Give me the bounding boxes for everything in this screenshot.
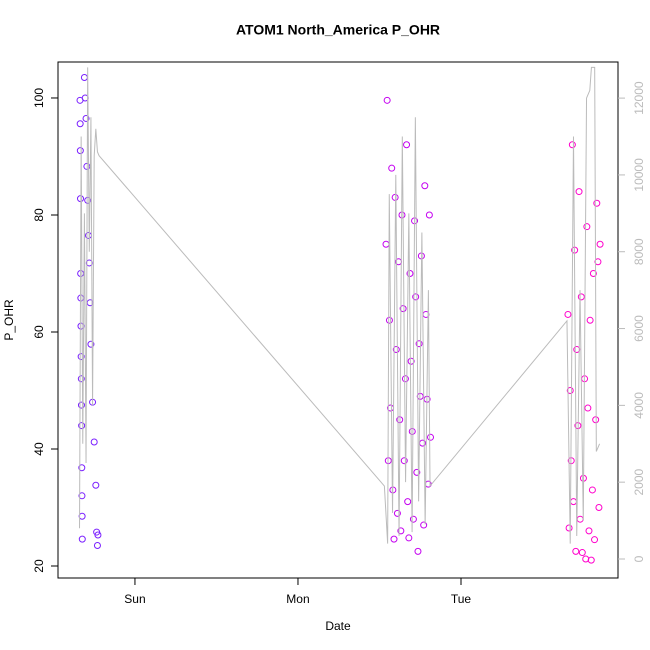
point <box>413 468 421 476</box>
point <box>577 293 585 301</box>
point <box>388 164 396 172</box>
point <box>93 542 101 550</box>
y2-line <box>79 66 601 544</box>
y-tick-label: 20 <box>32 559 46 573</box>
point <box>421 182 429 190</box>
y2-tick-label: 10000 <box>632 158 646 192</box>
point <box>401 375 409 383</box>
point <box>385 316 393 324</box>
point <box>403 141 411 149</box>
y2-tick-label: 12000 <box>632 81 646 115</box>
point <box>578 549 586 557</box>
point <box>420 521 428 529</box>
point <box>592 416 600 424</box>
point <box>78 464 86 472</box>
point <box>575 188 583 196</box>
point <box>90 438 98 446</box>
point <box>566 386 574 394</box>
y-tick-label: 100 <box>32 88 46 108</box>
x-tick-label: Tue <box>451 592 472 606</box>
point <box>383 96 391 104</box>
y-axis-label: P_OHR <box>2 299 16 341</box>
chart-title: ATOM1 North_America P_OHR <box>236 22 440 38</box>
point <box>84 196 92 204</box>
point <box>591 536 599 544</box>
y2-tick-label: 8000 <box>632 238 646 265</box>
point <box>427 433 435 441</box>
y-tick-label: 80 <box>32 208 46 222</box>
point <box>593 199 601 207</box>
point <box>587 556 595 564</box>
point <box>409 515 417 523</box>
point <box>82 114 90 122</box>
plot-frame <box>57 61 619 579</box>
y2-tick-label: 6000 <box>632 315 646 342</box>
point <box>564 310 572 318</box>
point <box>573 346 581 354</box>
point <box>392 346 400 354</box>
point <box>390 535 398 543</box>
point <box>404 498 412 506</box>
point <box>414 547 422 555</box>
point <box>425 211 433 219</box>
point <box>595 504 603 512</box>
point <box>76 147 84 155</box>
point <box>408 427 416 435</box>
point <box>568 141 576 149</box>
point <box>572 547 580 555</box>
point <box>405 534 413 542</box>
point <box>415 340 423 348</box>
point <box>585 527 593 535</box>
y2-tick-label: 2000 <box>632 469 646 496</box>
x-axis-label: Date <box>325 619 351 633</box>
point <box>94 531 102 539</box>
point <box>586 316 594 324</box>
point <box>76 120 84 128</box>
point <box>77 401 85 409</box>
y-tick-label: 60 <box>32 325 46 339</box>
point <box>92 481 100 489</box>
point <box>77 375 85 383</box>
point <box>584 404 592 412</box>
point <box>594 258 602 266</box>
point <box>397 527 405 535</box>
point <box>78 422 86 430</box>
point <box>565 524 573 532</box>
point <box>583 223 591 231</box>
x-tick-label: Sun <box>124 592 145 606</box>
point <box>596 240 604 248</box>
point <box>87 340 95 348</box>
point <box>589 269 597 277</box>
point <box>393 509 401 517</box>
point <box>412 293 420 301</box>
y2-tick-label: 4000 <box>632 392 646 419</box>
point <box>407 357 415 365</box>
point <box>85 259 93 267</box>
x-tick-label: Mon <box>286 592 309 606</box>
point <box>400 457 408 465</box>
point <box>78 535 86 543</box>
y-tick-label: 40 <box>32 442 46 456</box>
point <box>77 353 85 361</box>
point <box>78 492 86 500</box>
point <box>588 486 596 494</box>
y2-tick-label: 0 <box>632 555 646 562</box>
point <box>399 305 407 313</box>
